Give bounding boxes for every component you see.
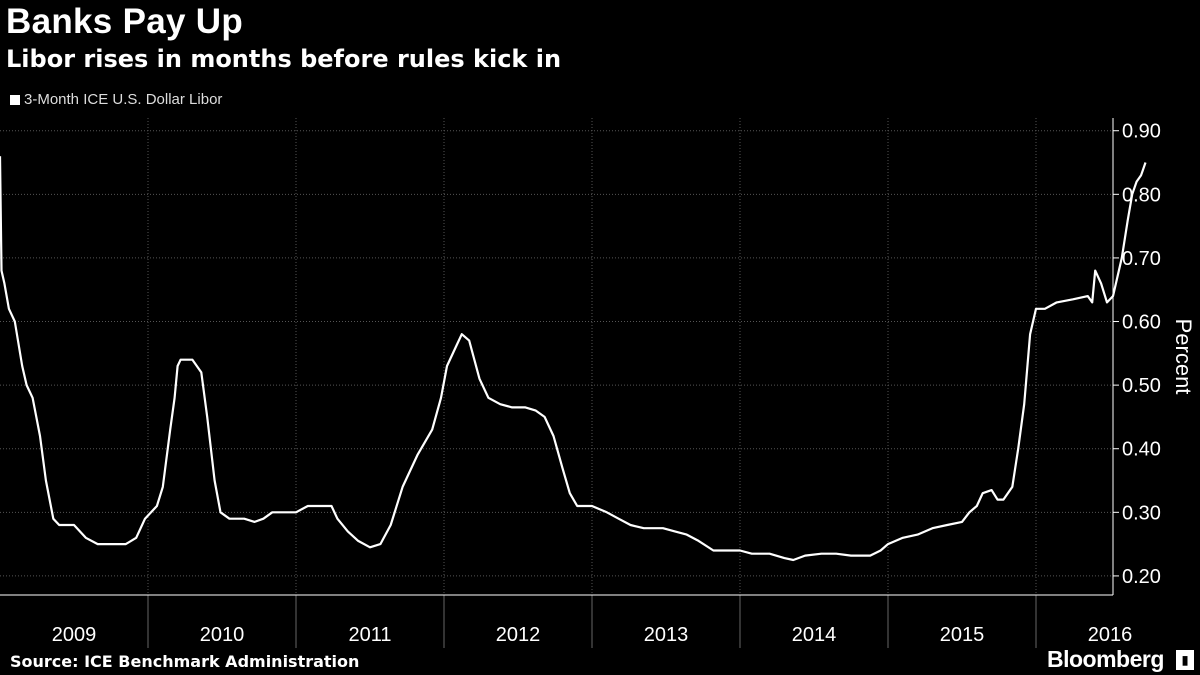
y-tick-label: 0.90 — [1122, 121, 1161, 143]
chart-title: Banks Pay Up — [6, 2, 244, 41]
brand-logo: Bloomberg — [1047, 646, 1164, 672]
y-tick-label: 0.40 — [1122, 439, 1161, 461]
x-tick-label: 2011 — [348, 624, 391, 646]
y-tick-label: 0.60 — [1122, 312, 1161, 334]
x-tick-label: 2015 — [940, 624, 985, 646]
legend: 3-Month ICE U.S. Dollar Libor — [10, 91, 222, 108]
y-tick-label: 0.80 — [1122, 184, 1161, 206]
x-tick-label: 2009 — [52, 624, 97, 646]
legend-label: 3-Month ICE U.S. Dollar Libor — [24, 91, 223, 108]
y-axis-title: Percent — [1171, 319, 1196, 395]
x-tick-label: 2016 — [1088, 624, 1133, 646]
x-tick-label: 2010 — [200, 624, 245, 646]
y-tick-label: 0.70 — [1122, 248, 1161, 270]
legend-swatch — [10, 94, 20, 105]
y-tick-label: 0.20 — [1122, 566, 1161, 588]
chart-subtitle: Libor rises in months before rules kick … — [6, 45, 562, 73]
x-tick-label: 2013 — [644, 624, 689, 646]
source-note: Source: ICE Benchmark Administration — [10, 652, 360, 671]
series-line-libor — [0, 156, 1147, 562]
x-tick-label: 2012 — [496, 624, 541, 646]
bloomberg-terminal-icon: ▮ — [1176, 650, 1194, 670]
y-tick-label: 0.50 — [1122, 375, 1161, 397]
y-tick-label: 0.30 — [1122, 502, 1161, 524]
x-tick-label: 2014 — [792, 624, 837, 646]
